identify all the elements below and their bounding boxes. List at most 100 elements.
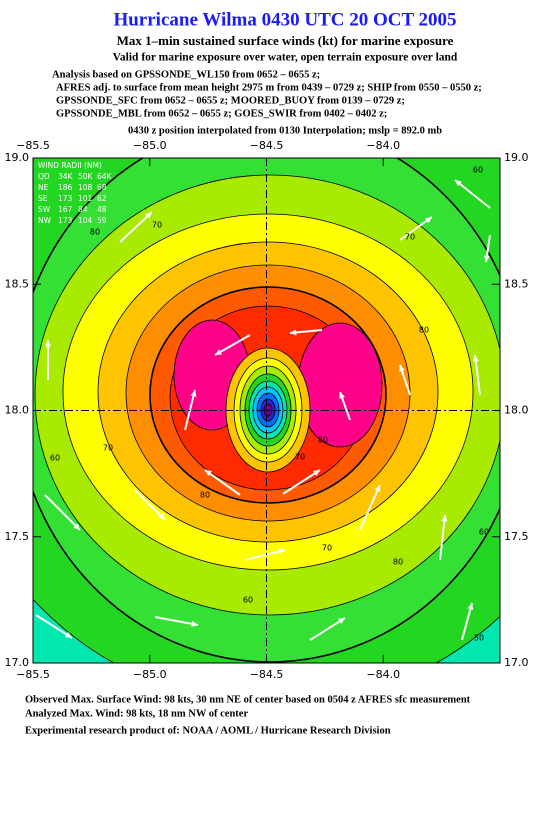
radii-cell: 173 [58,194,73,203]
contour-label: 80 [419,326,429,335]
x-tick-label: −85.5 [16,139,50,152]
position-note: 0430 z position interpolated from 0130 I… [128,125,442,136]
wind-vector-head [467,603,474,610]
y-tick-label: 18.0 [504,404,529,417]
contour-label: 70 [152,221,162,230]
radii-cell: 167 [58,205,73,214]
radii-cell: 101 [78,194,93,203]
radii-cell: NW [38,216,52,225]
y-tick-label: 19.0 [504,151,529,164]
analysis-line: GPSSONDE_SFC from 0652 – 0655 z; MOORED_… [56,95,405,106]
wind-vector-head [425,217,432,224]
wind-vector-head [339,392,345,399]
y-tick-label: 17.0 [504,656,529,669]
radii-cell: 59 [97,216,107,225]
wind-vector-head [205,470,212,477]
wind-vector [399,216,433,241]
wind-vector-head [399,365,405,372]
x-tick-label: −84.0 [366,139,400,152]
wind-vector [35,614,73,639]
analysis-line: GPSSONDE_MBL from 0652 – 0655 z; GOES_SW… [56,108,387,119]
contour-label: 70 [405,233,415,242]
radii-header: 34K [58,172,74,181]
wind-vector [359,484,381,531]
wind-vector [44,494,81,531]
overlay: −85.5 −85.5 −85.0 −85.0 −84.5 −84.5 −84.0 −84.0… [5,139,529,681]
wind-vector-head [290,329,297,336]
wind-vector [309,617,346,641]
wind-vector-head [483,255,490,262]
wind-vectors [35,179,491,641]
wind-vector [244,549,286,561]
footer-line: Observed Max. Surface Wind: 98 kts, 30 n… [25,694,471,705]
wind-vector-head [338,618,345,624]
wind-vector-head [158,513,165,520]
radii-cell: 173 [58,216,73,225]
contour-field [33,158,500,663]
subtitle: Valid for marine exposure over water, op… [113,52,458,64]
wind-vector-head [145,212,152,219]
radii-cell: 68 [97,183,107,192]
wind-vector-head [191,620,198,627]
y-tick-label: 17.5 [504,530,529,543]
analysis-line: AFRES adj. to surface from mean height 2… [56,82,482,93]
radii-cell: NE [38,183,49,192]
y-tick-label: 19.0 [5,151,30,164]
wind-vector-head [313,470,320,476]
contour-label: 80 [393,558,403,567]
x-tick-label: −84.0 [366,668,400,681]
x-tick-label: −84.5 [250,139,284,152]
wind-vector [119,211,153,243]
contour-label: 60 [50,454,60,463]
contour-label: 70 [103,444,113,453]
footer-line: Analyzed Max. Wind: 98 kts, 18 nm NW of … [25,708,248,719]
wind-vector [154,616,199,626]
wind-vector-head [215,349,222,355]
contour-label: 70 [322,544,332,553]
wind-vector-head [278,548,285,555]
wind-vector [204,469,241,496]
radii-cell: 84 [78,205,88,214]
contour-label: 60 [473,166,483,175]
wind-vector [461,602,473,641]
radii-cell: 186 [58,183,73,192]
radii-cell: 104 [78,216,93,225]
wind-vector [282,469,321,495]
radii-title: WIND RADII (NM) [38,161,102,170]
wind-vector-head [472,355,479,362]
wind-vector-head [73,523,80,530]
analysis-line: Analysis based on GPSSONDE_WL150 from 06… [52,69,320,80]
wind-vector-head [441,515,448,522]
contour-label: 50 [474,634,484,643]
wind-vector [134,489,166,521]
wind-vector-head [190,390,197,397]
title: Hurricane Wilma 0430 UTC 20 OCT 2005 [113,9,456,30]
x-tick-label: −85.0 [133,668,167,681]
wind-vector [439,514,446,561]
contour-label: 60 [479,528,489,537]
y-tick-label: 18.5 [5,277,30,290]
wind-vector [214,334,251,356]
radii-header: QD [38,172,50,181]
wind-vector-head [65,632,72,638]
contour-label: 80 [200,491,210,500]
contour-label: 80 [318,436,328,445]
wind-vector-head [374,485,381,492]
x-tick-label: −84.5 [250,668,284,681]
radii-cell: SE [38,194,48,203]
wind-vector [454,179,491,209]
radii-header: 50K [78,172,94,181]
contour-label: 80 [90,228,100,237]
subtitle: Max 1–min sustained surface winds (kt) f… [117,33,454,48]
x-tick-label: −85.5 [16,668,50,681]
y-tick-label: 18.5 [504,277,529,290]
contour-label: 70 [295,453,305,462]
wind-vector-head [44,340,52,347]
y-tick-label: 17.0 [5,656,30,669]
footer-line: Experimental research product of: NOAA /… [25,725,391,736]
y-tick-label: 17.5 [5,530,30,543]
radii-cell: 108 [78,183,93,192]
radii-header: 64K [97,172,113,181]
x-tick-label: −85.0 [133,139,167,152]
